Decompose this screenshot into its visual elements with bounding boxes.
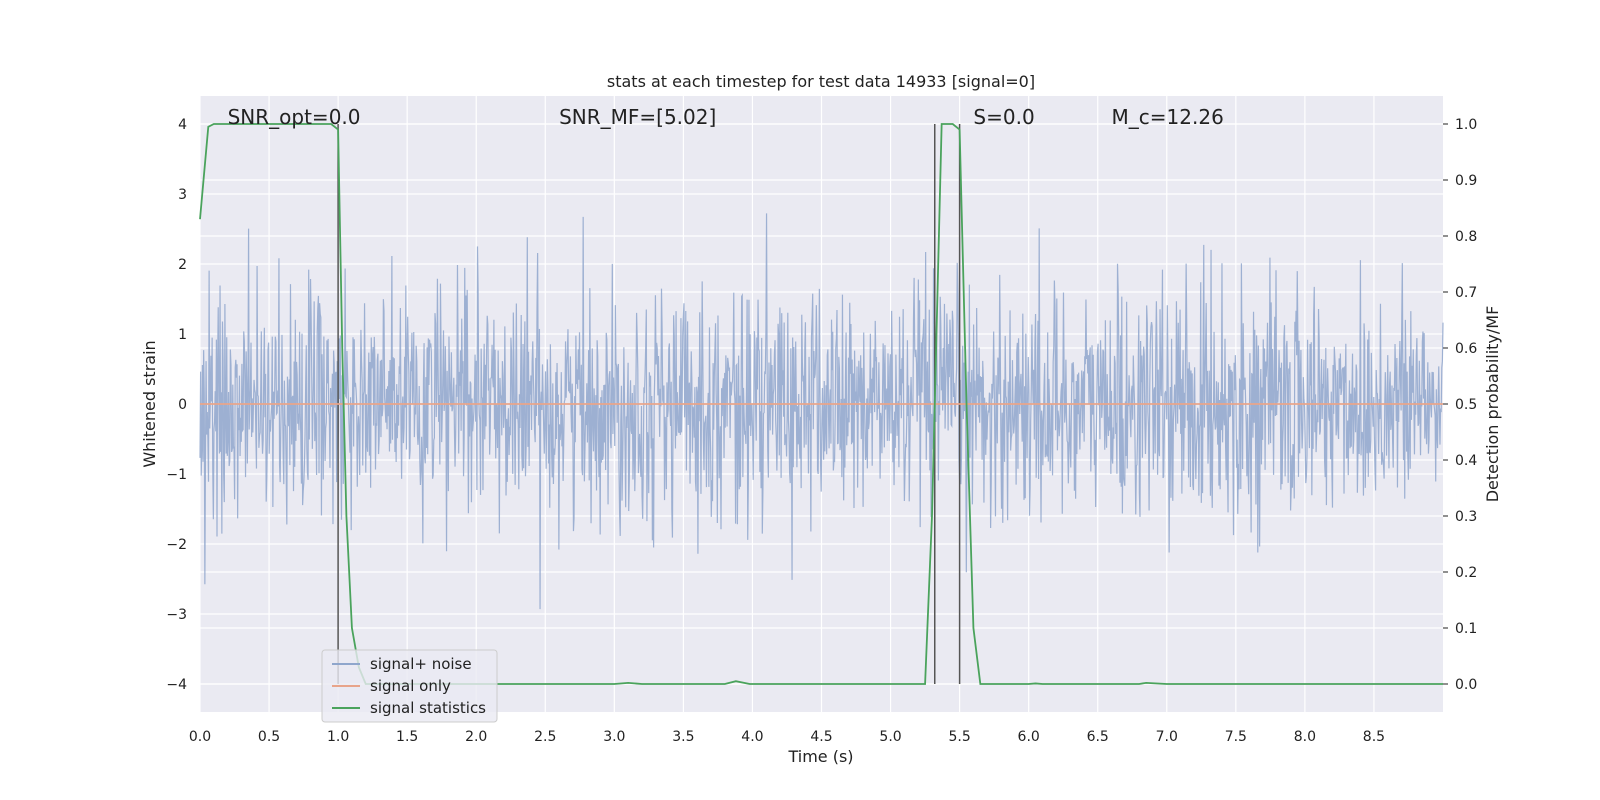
y-axis-label: Whitened strain: [140, 340, 159, 467]
y-right-tick-label: 0.7: [1455, 285, 1477, 301]
y-tick-label: −1: [166, 467, 187, 483]
x-tick-label: 8.5: [1363, 729, 1385, 745]
y-tick-label: 0: [178, 397, 187, 413]
legend-label: signal+ noise: [370, 655, 472, 673]
x-axis-label: Time (s): [787, 747, 853, 766]
signal-statistics-line: [199, 123, 1443, 685]
annotations: SNR_opt=0.0 SNR_MF=[5.02] S=0.0 M_c=12.26: [228, 105, 1224, 129]
x-tick-label: 1.0: [327, 729, 349, 745]
y-right-axis-label: Detection probability/MF: [1483, 306, 1502, 503]
x-tick-label: 7.0: [1156, 729, 1178, 745]
x-tick-label: 4.5: [810, 729, 832, 745]
x-tick-label: 5.5: [948, 729, 970, 745]
y-right-tick-label: 0.9: [1455, 173, 1477, 189]
legend-box: [321, 649, 498, 723]
annotation-text: SNR_opt=0.0: [228, 105, 361, 129]
x-tick-label: 6.0: [1018, 729, 1040, 745]
x-tick-label: 2.0: [465, 729, 487, 745]
annotation-text: S=0.0: [973, 105, 1034, 129]
legend: signal+ noise signal only signal statistic…: [321, 649, 498, 723]
y-right-tick-label: 1.0: [1455, 117, 1477, 133]
x-tick-label: 3.0: [603, 729, 625, 745]
y-right-tick-label: 0.0: [1455, 677, 1477, 693]
x-tick-label: 0.5: [258, 729, 280, 745]
y-tick-label: 1: [178, 327, 187, 343]
x-tick-label: 3.5: [672, 729, 694, 745]
x-tick-label: 2.5: [534, 729, 556, 745]
series-lines: [199, 123, 1443, 685]
y-right-tick-label: 0.8: [1455, 229, 1477, 245]
y-right-tick-label: 0.3: [1455, 509, 1477, 525]
y-right-tick-label: 0.4: [1455, 453, 1477, 469]
y-right-tick-label: 0.1: [1455, 621, 1477, 637]
x-tick-label: 4.0: [741, 729, 763, 745]
y-right-tick-label: 0.2: [1455, 565, 1477, 581]
chart-title: stats at each timestep for test data 149…: [607, 72, 1035, 91]
x-tick-label: 6.5: [1087, 729, 1109, 745]
y-tick-label: −2: [166, 537, 187, 553]
y-tick-label: 2: [178, 257, 187, 273]
signal-noise-line: [199, 213, 1444, 610]
x-tick-label: 8.0: [1294, 729, 1316, 745]
annotation-text: SNR_MF=[5.02]: [559, 105, 716, 129]
x-tick-label: 7.5: [1225, 729, 1247, 745]
ticks: 0.0 0.5 1.0 1.5 2.0 2.5 3.0 3.5 4.0 4.5 5.0 5.5 6.0 6…: [166, 117, 1477, 745]
annotation-text: M_c=12.26: [1112, 105, 1224, 129]
y-right-tick-label: 0.6: [1455, 341, 1477, 357]
x-tick-label: 1.5: [396, 729, 418, 745]
y-tick-label: 4: [178, 117, 187, 133]
y-tick-label: 3: [178, 187, 187, 203]
y-tick-label: −4: [166, 677, 187, 693]
x-tick-label: 0.0: [189, 729, 211, 745]
legend-label: signal statistics: [370, 699, 486, 717]
y-right-tick-label: 0.5: [1455, 397, 1477, 413]
y-tick-label: −3: [166, 607, 187, 623]
series-signal-noise: [199, 213, 1444, 610]
x-tick-label: 5.0: [879, 729, 901, 745]
legend-label: signal only: [370, 677, 451, 695]
